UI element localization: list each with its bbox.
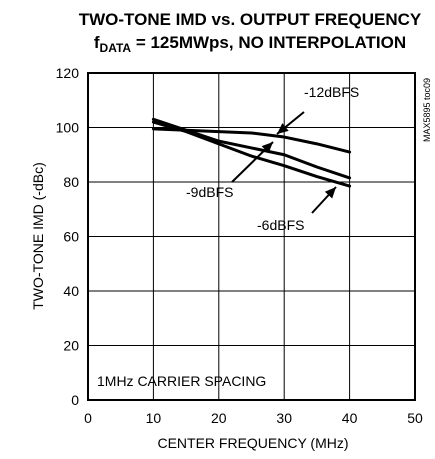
- annotation-6dbfs: -6dBFS: [257, 217, 304, 233]
- chart-title-line1: TWO-TONE IMD vs. OUTPUT FREQUENCY: [79, 10, 422, 29]
- y-tick-label: 60: [63, 229, 79, 245]
- y-tick-label: 0: [71, 392, 79, 408]
- side-label: MAX5895 toc09: [422, 78, 432, 142]
- x-tick-label: 40: [342, 410, 358, 426]
- carrier-note: 1MHz CARRIER SPACING: [97, 373, 266, 389]
- x-tick-label: 10: [146, 410, 162, 426]
- arrow-9dbfs-head: [261, 142, 273, 154]
- y-tick-label: 120: [56, 65, 80, 81]
- arrow-12dbfs-head: [277, 123, 289, 134]
- arrow-6dbfs-head: [324, 187, 336, 199]
- x-tick-label: 0: [84, 410, 92, 426]
- y-axis-label: TWO-TONE IMD (-dBc): [30, 162, 46, 310]
- series-line-2: [151, 117, 352, 180]
- title-f: f: [94, 33, 100, 52]
- annotation-9dbfs: -9dBFS: [186, 184, 233, 200]
- series-lines: [151, 117, 352, 188]
- series-line-3: [151, 120, 352, 188]
- y-tick-label: 20: [63, 338, 79, 354]
- annotation-arrows: [231, 111, 337, 214]
- x-tick-label: 30: [276, 410, 292, 426]
- grid: [88, 73, 415, 400]
- y-tick-label: 100: [56, 120, 80, 136]
- y-tick-label: 80: [63, 174, 79, 190]
- tick-labels: 0 10 20 30 40 50 0 20 40 60 80 100 120: [56, 65, 423, 426]
- y-tick-label: 40: [63, 283, 79, 299]
- x-axis-label: CENTER FREQUENCY (MHz): [157, 435, 348, 451]
- title-subscript: DATA: [100, 41, 132, 55]
- plot-frame: [87, 72, 416, 401]
- chart-title-line2: fDATA = 125MWps, NO INTERPOLATION: [94, 33, 406, 55]
- annotation-12dbfs: -12dBFS: [304, 84, 359, 100]
- x-tick-label: 20: [211, 410, 227, 426]
- title-rest: = 125MWps, NO INTERPOLATION: [131, 33, 406, 52]
- x-tick-label: 50: [407, 410, 423, 426]
